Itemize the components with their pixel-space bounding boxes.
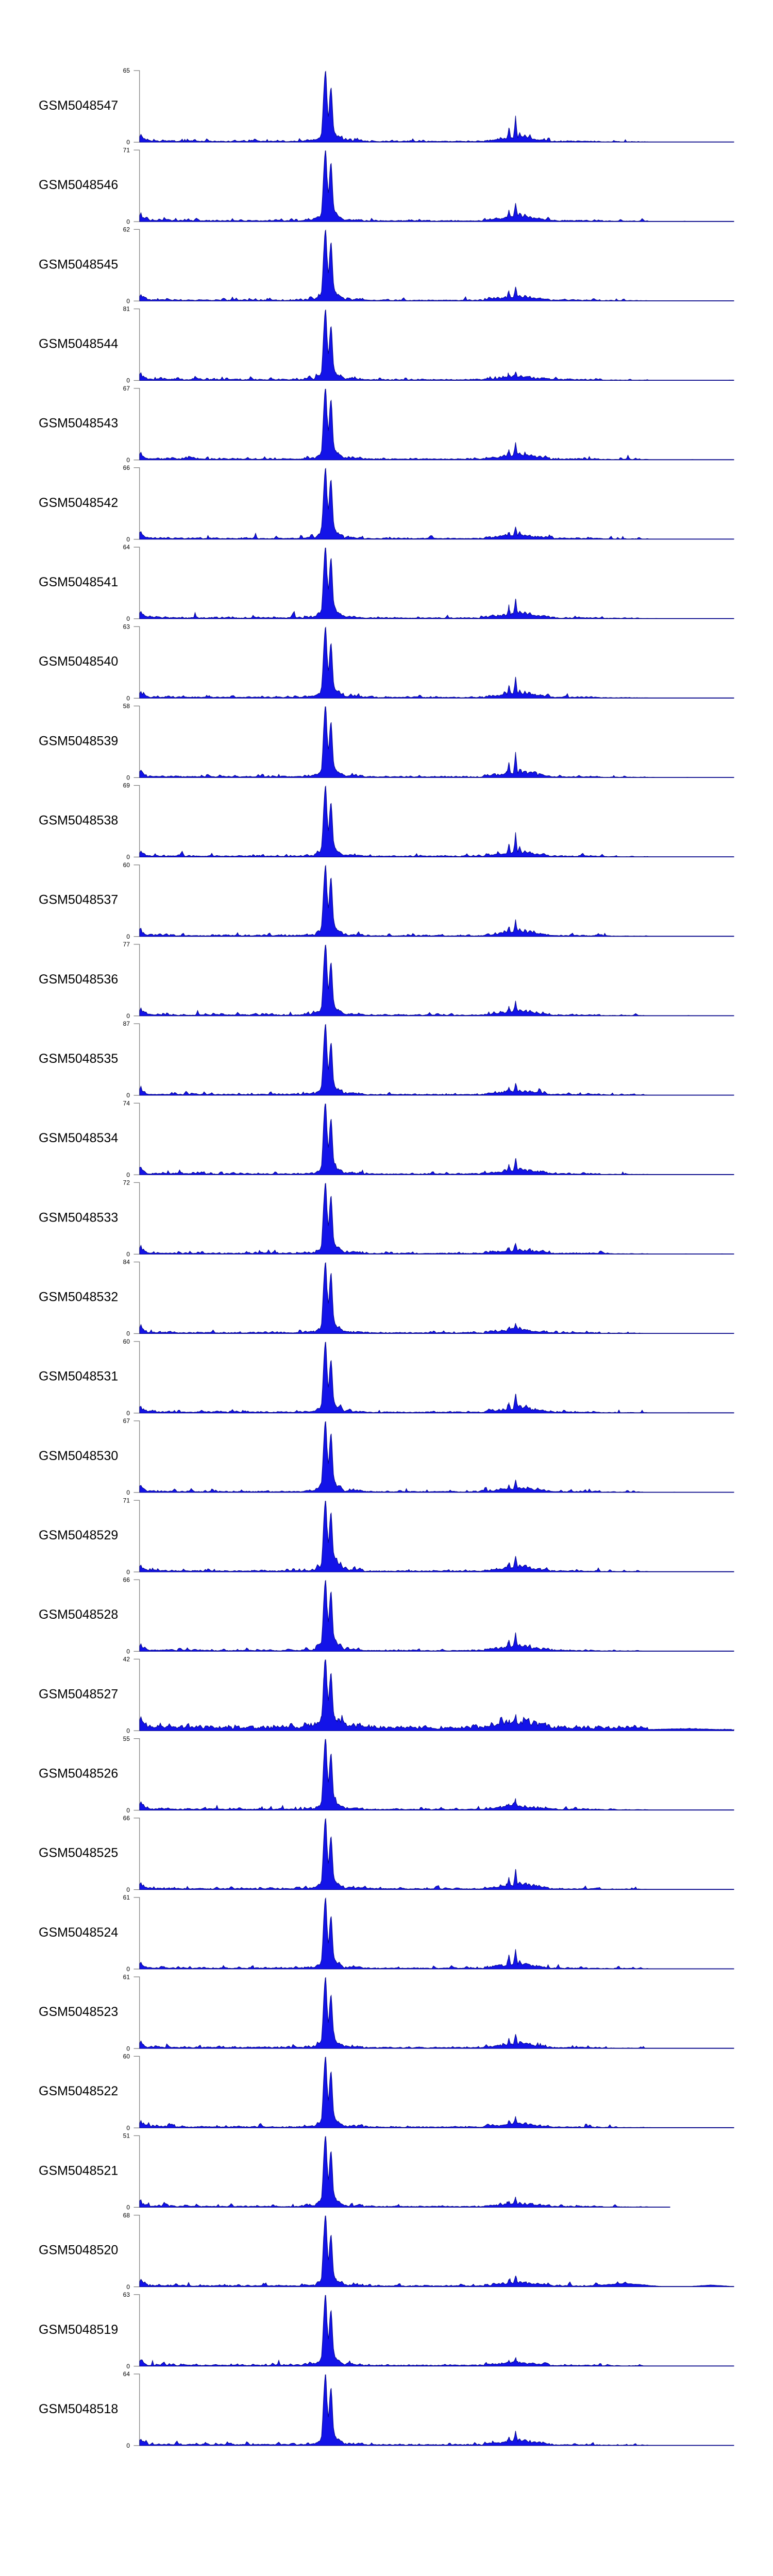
svg-text:64: 64	[123, 2370, 130, 2378]
svg-text:63: 63	[123, 2291, 130, 2298]
svg-text:0: 0	[126, 1251, 130, 1258]
svg-text:71: 71	[123, 1497, 130, 1504]
svg-text:0: 0	[126, 933, 130, 940]
svg-text:61: 61	[123, 1894, 130, 1901]
svg-text:GSM5048530: GSM5048530	[39, 1449, 118, 1463]
svg-text:0: 0	[126, 615, 130, 622]
svg-text:84: 84	[123, 1259, 130, 1266]
svg-text:68: 68	[123, 2212, 130, 2219]
svg-text:72: 72	[123, 1179, 130, 1187]
svg-text:GSM5048525: GSM5048525	[39, 1846, 118, 1860]
svg-text:0: 0	[126, 1489, 130, 1496]
svg-text:0: 0	[126, 1012, 130, 1020]
svg-text:GSM5048536: GSM5048536	[39, 972, 118, 987]
svg-text:GSM5048528: GSM5048528	[39, 1607, 118, 1622]
svg-text:GSM5048526: GSM5048526	[39, 1767, 118, 1781]
svg-text:GSM5048542: GSM5048542	[39, 496, 118, 510]
svg-text:GSM5048523: GSM5048523	[39, 2005, 118, 2019]
svg-text:60: 60	[123, 861, 130, 869]
svg-text:GSM5048533: GSM5048533	[39, 1210, 118, 1225]
svg-text:0: 0	[126, 2045, 130, 2052]
svg-text:64: 64	[123, 544, 130, 551]
svg-text:GSM5048544: GSM5048544	[39, 337, 118, 351]
svg-text:0: 0	[126, 1648, 130, 1655]
svg-text:0: 0	[126, 1886, 130, 1893]
svg-text:60: 60	[123, 1338, 130, 1345]
svg-text:0: 0	[126, 2124, 130, 2131]
svg-text:69: 69	[123, 782, 130, 789]
svg-text:GSM5048519: GSM5048519	[39, 2323, 118, 2337]
svg-text:0: 0	[126, 1092, 130, 1099]
svg-text:42: 42	[123, 1656, 130, 1663]
svg-text:GSM5048521: GSM5048521	[39, 2163, 118, 2178]
svg-text:GSM5048520: GSM5048520	[39, 2243, 118, 2258]
svg-text:GSM5048546: GSM5048546	[39, 178, 118, 192]
svg-text:GSM5048532: GSM5048532	[39, 1290, 118, 1304]
svg-text:GSM5048537: GSM5048537	[39, 893, 118, 907]
svg-text:GSM5048535: GSM5048535	[39, 1052, 118, 1066]
svg-text:63: 63	[123, 623, 130, 630]
svg-text:GSM5048527: GSM5048527	[39, 1687, 118, 1701]
svg-text:77: 77	[123, 941, 130, 948]
svg-text:65: 65	[123, 67, 130, 74]
svg-text:0: 0	[126, 536, 130, 543]
svg-text:GSM5048534: GSM5048534	[39, 1131, 118, 1145]
svg-text:GSM5048531: GSM5048531	[39, 1369, 118, 1384]
svg-text:GSM5048524: GSM5048524	[39, 1925, 118, 1940]
svg-text:GSM5048529: GSM5048529	[39, 1528, 118, 1543]
svg-text:81: 81	[123, 306, 130, 313]
svg-text:66: 66	[123, 1815, 130, 1822]
svg-text:71: 71	[123, 146, 130, 154]
svg-text:0: 0	[126, 2442, 130, 2449]
svg-text:0: 0	[126, 456, 130, 464]
svg-text:58: 58	[123, 703, 130, 710]
svg-text:0: 0	[126, 1807, 130, 1814]
svg-text:GSM5048518: GSM5048518	[39, 2402, 118, 2416]
svg-text:0: 0	[126, 2363, 130, 2370]
svg-text:GSM5048541: GSM5048541	[39, 575, 118, 589]
svg-text:66: 66	[123, 464, 130, 471]
svg-text:GSM5048547: GSM5048547	[39, 98, 118, 113]
svg-text:0: 0	[126, 377, 130, 384]
svg-text:GSM5048538: GSM5048538	[39, 814, 118, 828]
svg-text:62: 62	[123, 226, 130, 233]
svg-text:0: 0	[126, 774, 130, 782]
svg-text:74: 74	[123, 1099, 130, 1107]
svg-text:0: 0	[126, 1410, 130, 1417]
svg-text:GSM5048539: GSM5048539	[39, 734, 118, 748]
svg-text:0: 0	[126, 854, 130, 861]
svg-text:0: 0	[126, 139, 130, 146]
svg-text:0: 0	[126, 2283, 130, 2291]
svg-text:GSM5048522: GSM5048522	[39, 2084, 118, 2098]
svg-text:67: 67	[123, 1417, 130, 1425]
svg-text:GSM5048545: GSM5048545	[39, 257, 118, 272]
svg-text:0: 0	[126, 1330, 130, 1337]
svg-text:GSM5048543: GSM5048543	[39, 416, 118, 431]
svg-text:0: 0	[126, 694, 130, 702]
svg-text:0: 0	[126, 298, 130, 305]
svg-text:0: 0	[126, 218, 130, 225]
svg-text:0: 0	[126, 1171, 130, 1178]
svg-text:0: 0	[126, 2204, 130, 2211]
svg-text:0: 0	[126, 1727, 130, 1735]
svg-text:GSM5048540: GSM5048540	[39, 654, 118, 669]
svg-text:0: 0	[126, 1568, 130, 1575]
svg-text:0: 0	[126, 1965, 130, 1973]
svg-text:67: 67	[123, 385, 130, 392]
svg-text:87: 87	[123, 1020, 130, 1027]
svg-text:60: 60	[123, 2053, 130, 2060]
svg-text:66: 66	[123, 1576, 130, 1583]
svg-text:51: 51	[123, 2132, 130, 2140]
svg-text:61: 61	[123, 1973, 130, 1980]
svg-text:55: 55	[123, 1735, 130, 1742]
